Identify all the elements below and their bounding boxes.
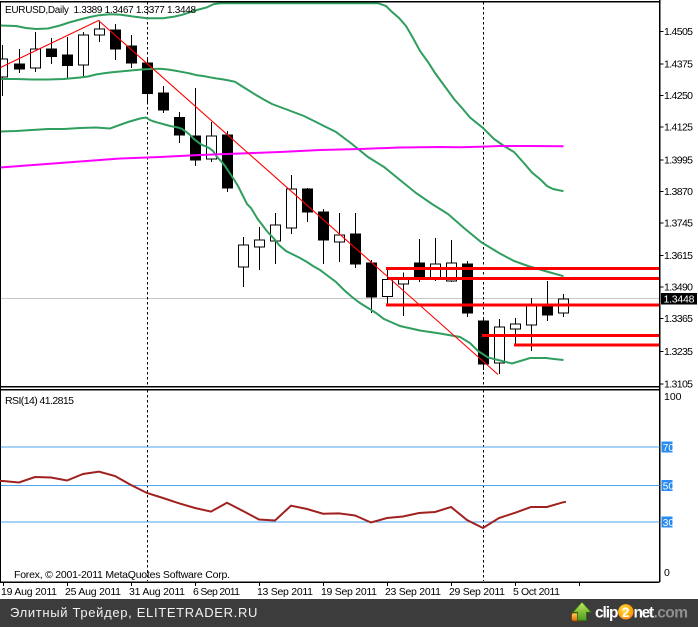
- svg-text:clip: clip: [595, 605, 619, 622]
- svg-text:1.3365: 1.3365: [664, 313, 693, 325]
- svg-text:1.3235: 1.3235: [664, 346, 693, 358]
- svg-text:0: 0: [664, 567, 670, 579]
- svg-text:25 Aug 2011: 25 Aug 2011: [65, 586, 121, 598]
- svg-text:EURUSD,Daily 1.3389 1.3467 1.: EURUSD,Daily 1.3389 1.3467 1.3377 1.3448: [5, 5, 196, 16]
- svg-text:Элитный Трейдер, ELITETRADER.R: Элитный Трейдер, ELITETRADER.RU: [10, 605, 258, 620]
- svg-text:29 Sep 2011: 29 Sep 2011: [449, 586, 505, 598]
- svg-text:1.3995: 1.3995: [664, 154, 693, 166]
- svg-text:100: 100: [664, 391, 682, 403]
- svg-text:1.4505: 1.4505: [664, 26, 693, 38]
- svg-text:1.3870: 1.3870: [664, 186, 693, 198]
- svg-text:50: 50: [663, 481, 675, 492]
- svg-text:1.3448: 1.3448: [664, 294, 695, 306]
- svg-text:30: 30: [663, 518, 675, 529]
- svg-text:5 Oct 2011: 5 Oct 2011: [513, 586, 560, 598]
- svg-text:6 Sep 2011: 6 Sep 2011: [193, 586, 240, 598]
- svg-text:1.3745: 1.3745: [664, 217, 693, 229]
- svg-text:13 Sep 2011: 13 Sep 2011: [257, 586, 313, 598]
- svg-text:RSI(14) 41.2815: RSI(14) 41.2815: [5, 395, 74, 407]
- svg-text:70: 70: [663, 443, 675, 454]
- svg-text:1.3615: 1.3615: [664, 250, 693, 262]
- svg-text:1.4125: 1.4125: [664, 122, 693, 134]
- svg-text:1.4375: 1.4375: [664, 59, 693, 71]
- svg-text:23 Sep 2011: 23 Sep 2011: [385, 586, 441, 598]
- svg-text:Forex, © 2001-2011 MetaQuotes: Forex, © 2001-2011 MetaQuotes Software C…: [14, 569, 230, 581]
- svg-text:1.3105: 1.3105: [664, 378, 693, 390]
- svg-text:19 Aug 2011: 19 Aug 2011: [1, 586, 57, 598]
- svg-text:19 Sep 2011: 19 Sep 2011: [321, 586, 377, 598]
- svg-text:31 Aug 2011: 31 Aug 2011: [129, 586, 185, 598]
- svg-text:1.4250: 1.4250: [664, 90, 693, 102]
- svg-text:net: net: [634, 605, 655, 622]
- svg-text:1.3490: 1.3490: [664, 282, 693, 294]
- svg-text:2: 2: [622, 605, 630, 620]
- svg-text:.com: .com: [654, 605, 689, 622]
